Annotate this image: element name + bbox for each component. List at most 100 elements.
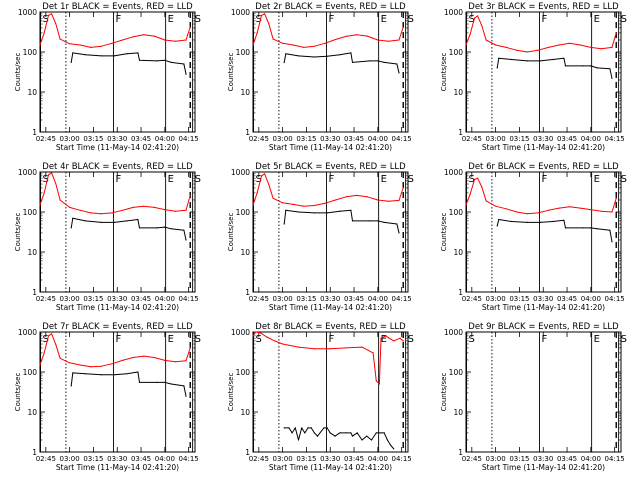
lld-data-point <box>282 343 284 345</box>
x-tick-label: 03:45 <box>344 455 364 463</box>
detector-panel: Det 8r BLACK = Events, RED = LLD 1 10 100 10… <box>227 322 414 472</box>
events-data-point <box>398 232 400 234</box>
marker-label: S <box>621 14 627 25</box>
y-tick-label: 10 <box>27 408 37 417</box>
lld-data-point <box>266 336 268 338</box>
y-axis-label: Counts/sec <box>227 213 235 252</box>
lld-data-point <box>121 359 124 361</box>
events-data-point <box>126 53 128 55</box>
lld-data-point <box>143 355 145 357</box>
x-tick-label: 02:45 <box>462 135 482 143</box>
lld-data-point <box>345 35 347 38</box>
lld-data-point <box>132 36 134 38</box>
events-series-line <box>70 52 187 75</box>
detector-panel: Det 4r BLACK = Events, RED = LLD 1 10 100 10… <box>14 162 201 312</box>
x-tick-label: 03:15 <box>83 135 103 143</box>
lld-data-point <box>361 346 363 348</box>
panel-title: Det 3r BLACK = Events, RED = LLD <box>468 2 619 12</box>
events-data-point <box>510 58 513 61</box>
lld-data-point <box>465 204 467 206</box>
events-data-point <box>339 432 341 434</box>
marker-label: S <box>469 14 475 25</box>
x-tick-label: 03:00 <box>486 455 506 463</box>
events-data-point <box>164 226 166 228</box>
lld-data-point <box>185 39 187 41</box>
lld-data-point <box>537 212 539 214</box>
x-tick-label: 04:00 <box>155 455 175 463</box>
lld-data-point <box>164 39 166 41</box>
lld-data-point <box>313 45 315 47</box>
x-tick-label: 03:30 <box>107 455 127 463</box>
y-tick-label: 10 <box>27 248 37 257</box>
lld-data-point <box>121 209 124 211</box>
y-tick-label: 100 <box>236 368 251 377</box>
lld-data-point <box>485 39 487 41</box>
lld-data-point <box>59 199 61 201</box>
y-tick-label: 1 <box>32 288 37 297</box>
events-data-point <box>113 221 115 223</box>
plot-frame <box>39 11 196 133</box>
lld-data-point <box>69 43 71 45</box>
lld-data-point <box>615 32 617 34</box>
x-tick-label: 02:45 <box>36 455 56 463</box>
x-tick-label: 03:45 <box>557 295 577 303</box>
lld-data-point <box>264 173 266 175</box>
marker-label: E <box>168 14 174 25</box>
x-tick-label: 03:30 <box>533 295 553 303</box>
y-tick-label: 1000 <box>444 328 463 337</box>
marker-label: S <box>621 174 627 185</box>
events-data-point <box>294 427 296 429</box>
lld-data-point <box>547 209 550 211</box>
events-data-point <box>366 435 368 437</box>
lld-data-point <box>526 51 529 53</box>
lld-data-point <box>393 340 395 342</box>
lld-data-point <box>59 357 61 359</box>
lld-data-point <box>47 174 50 176</box>
events-data-point <box>339 54 341 56</box>
lld-data-point <box>477 15 479 17</box>
lld-data-point <box>473 17 476 19</box>
events-data-point <box>539 221 541 223</box>
y-tick-label: 100 <box>449 368 464 377</box>
y-axis-label: Counts/sec <box>14 53 22 92</box>
lld-data-point <box>375 380 377 382</box>
events-data-point <box>396 63 398 65</box>
lld-data-point <box>303 205 305 207</box>
x-tick-label: 03:30 <box>320 135 340 143</box>
lld-data-point <box>569 42 571 44</box>
detector-panel: Det 7r BLACK = Events, RED = LLD 1 10 100 10… <box>14 322 201 472</box>
lld-data-point <box>164 359 166 361</box>
marker-label: E <box>594 14 600 25</box>
y-tick-label: 10 <box>240 88 250 97</box>
events-data-point <box>350 432 352 434</box>
x-tick-label: 03:15 <box>509 295 529 303</box>
panel-title: Det 1r BLACK = Events, RED = LLD <box>42 2 193 12</box>
events-data-point <box>590 227 592 229</box>
events-data-point <box>369 60 371 62</box>
events-data-point <box>339 210 341 212</box>
marker-label: E <box>168 174 174 185</box>
x-tick-label: 03:45 <box>131 135 151 143</box>
lld-data-point <box>477 177 479 179</box>
lld-data-point <box>469 33 471 35</box>
lld-data-point <box>143 205 145 207</box>
events-data-point <box>283 61 285 64</box>
events-data-point <box>526 60 529 62</box>
y-tick-label: 1000 <box>18 168 37 177</box>
x-tick-label: 04:15 <box>179 295 199 303</box>
events-data-point <box>156 227 158 229</box>
x-tick-label: 03:30 <box>533 455 553 463</box>
events-data-point <box>582 65 584 67</box>
lld-data-point <box>153 206 155 208</box>
lld-data-point <box>51 172 53 174</box>
y-tick-label: 1 <box>32 128 37 137</box>
events-data-point <box>351 220 354 222</box>
panel-title: Det 7r BLACK = Events, RED = LLD <box>42 322 193 332</box>
events-data-point <box>498 218 500 221</box>
lld-data-point <box>398 199 400 201</box>
events-data-point <box>164 59 166 61</box>
marker-label: S <box>195 174 201 185</box>
y-axis-label: Counts/sec <box>440 53 448 92</box>
x-tick-label: 03:45 <box>131 295 151 303</box>
